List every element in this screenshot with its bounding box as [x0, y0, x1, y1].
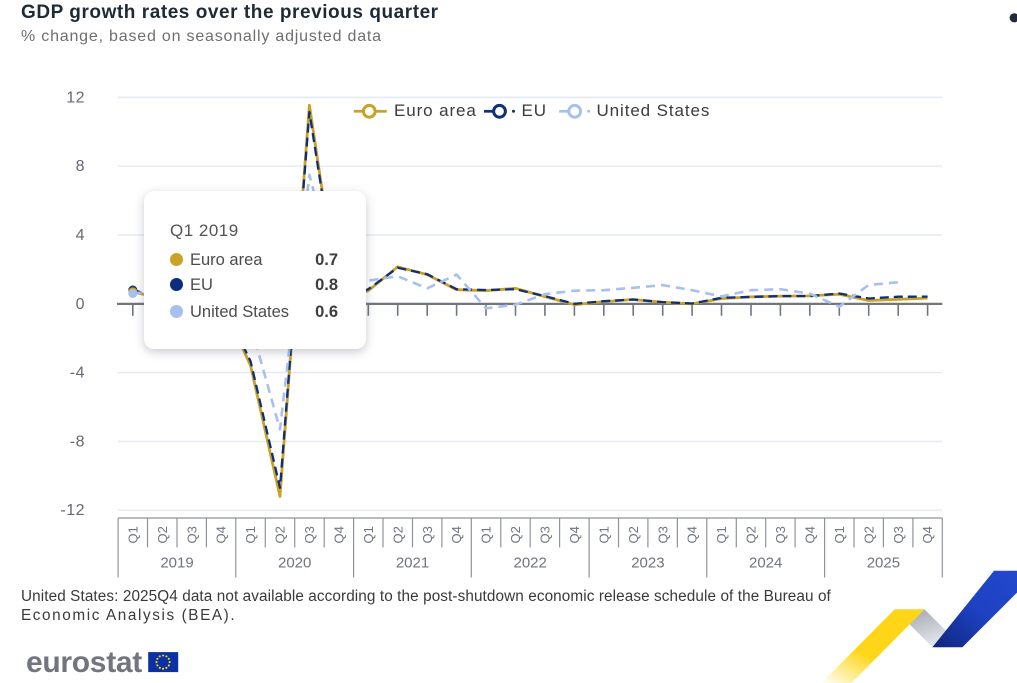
svg-text:2025: 2025 [867, 555, 900, 572]
svg-text:Q3: Q3 [655, 526, 670, 543]
svg-text:Q2: Q2 [390, 526, 405, 543]
svg-text:EU: EU [522, 101, 547, 120]
svg-text:-8: -8 [70, 433, 85, 450]
svg-text:Q2: Q2 [508, 526, 523, 543]
svg-text:Q4: Q4 [214, 526, 229, 543]
svg-text:Q2: Q2 [273, 526, 288, 543]
svg-text:Q1: Q1 [479, 526, 494, 543]
svg-text:Q2: Q2 [744, 526, 759, 543]
svg-text:Q4: Q4 [449, 526, 464, 543]
svg-text:8: 8 [76, 158, 85, 175]
svg-text:Q1: Q1 [361, 526, 376, 543]
svg-text:2020: 2020 [278, 555, 311, 572]
svg-text:Q3: Q3 [773, 526, 788, 543]
svg-text:Q4: Q4 [920, 526, 935, 543]
svg-text:Q3: Q3 [184, 526, 199, 543]
svg-text:2022: 2022 [514, 555, 547, 572]
svg-text:Q1: Q1 [243, 526, 258, 543]
svg-text:Q4: Q4 [567, 526, 582, 543]
svg-text:Q3: Q3 [420, 526, 435, 543]
svg-text:12: 12 [66, 89, 85, 106]
svg-text:0: 0 [76, 296, 85, 313]
svg-text:Q3: Q3 [891, 526, 906, 543]
svg-text:Q2: Q2 [861, 526, 876, 543]
svg-text:Q1: Q1 [714, 526, 729, 543]
svg-text:Q1: Q1 [596, 526, 611, 543]
svg-text:Q1: Q1 [125, 526, 140, 543]
svg-text:Q2: Q2 [626, 526, 641, 543]
svg-text:4: 4 [76, 227, 85, 244]
svg-text:Q3: Q3 [538, 526, 553, 543]
svg-text:-4: -4 [70, 365, 85, 382]
svg-text:2021: 2021 [396, 555, 429, 572]
svg-text:-12: -12 [60, 502, 85, 519]
svg-text:2019: 2019 [160, 555, 193, 572]
svg-text:Q4: Q4 [685, 526, 700, 543]
svg-text:2024: 2024 [749, 555, 782, 572]
svg-text:United States: United States [597, 101, 711, 120]
svg-text:Q4: Q4 [332, 526, 347, 543]
svg-text:Q2: Q2 [155, 526, 170, 543]
svg-text:Euro area: Euro area [394, 101, 477, 120]
svg-text:Q4: Q4 [802, 526, 817, 543]
svg-text:Q1: Q1 [832, 526, 847, 543]
svg-text:Q3: Q3 [302, 526, 317, 543]
svg-text:2023: 2023 [631, 555, 664, 572]
